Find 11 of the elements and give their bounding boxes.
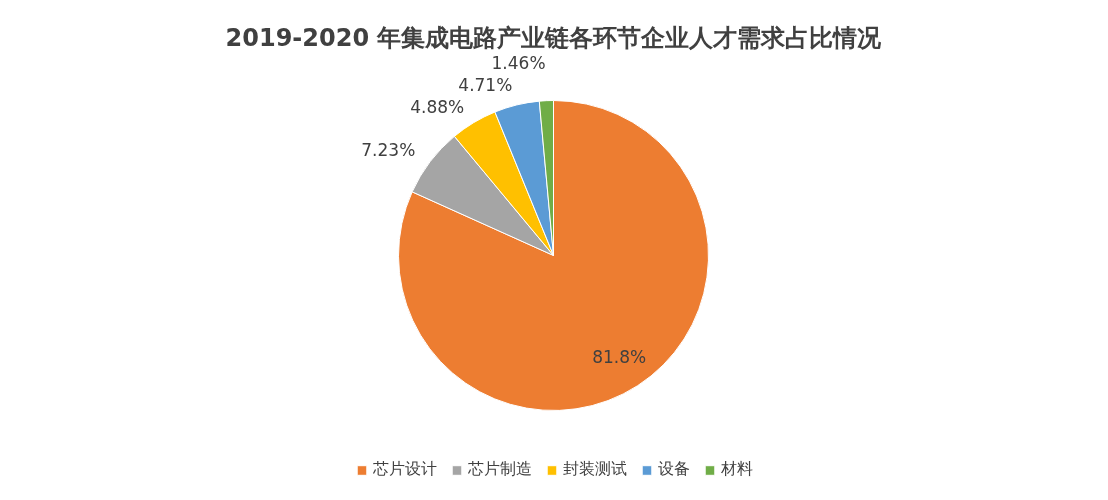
chart-title: 2019-2020 年集成电路产业链各环节企业人才需求占比情况 xyxy=(225,23,883,52)
legend-label: 封装测试 xyxy=(562,459,627,480)
legend-label: 芯片设计 xyxy=(372,459,437,480)
data-label: 1.46% xyxy=(491,52,546,73)
data-label: 4.71% xyxy=(458,74,513,95)
legend-label: 材料 xyxy=(720,459,753,480)
data-label: 81.8% xyxy=(592,347,647,368)
data-label: 4.88% xyxy=(410,96,465,117)
legend-label: 芯片制造 xyxy=(467,459,532,480)
legend-label: 设备 xyxy=(657,459,690,480)
data-label: 7.23% xyxy=(361,140,416,161)
